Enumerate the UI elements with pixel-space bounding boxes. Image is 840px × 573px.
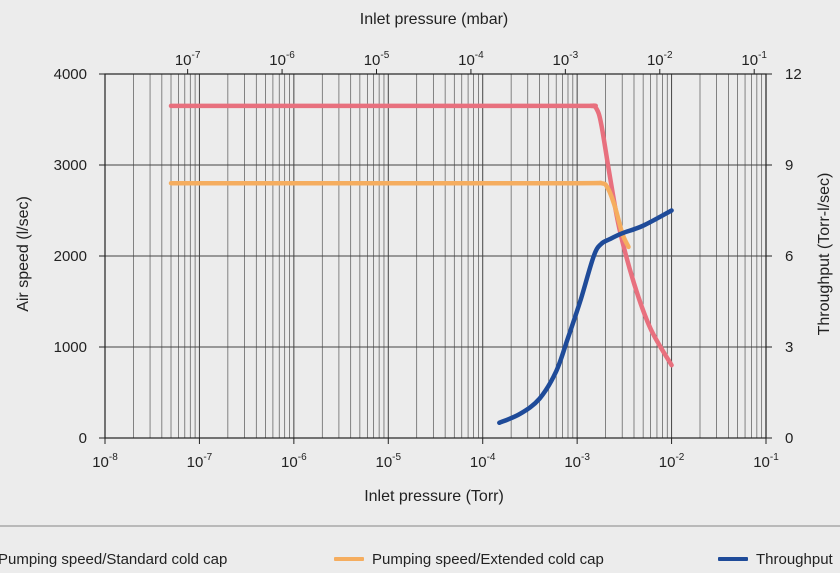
- series-line-throughput: [497, 208, 674, 426]
- y-left-tick-label: 2000: [54, 248, 87, 265]
- top-tick-label: 10-6: [269, 50, 295, 69]
- series-layer: [168, 103, 674, 426]
- top-tick-label: 10-5: [364, 50, 390, 69]
- y-right-tick-label: 6: [785, 248, 793, 265]
- top-tick-label: 10-3: [553, 50, 579, 69]
- series-line-standard-cold-cap: [168, 103, 674, 368]
- y-right-tick-label: 0: [785, 430, 793, 447]
- y-right-tick-label: 12: [785, 66, 802, 83]
- x-tick-label: 10-1: [753, 452, 779, 471]
- legend-item-extended: Pumping speed/Extended cold cap: [334, 549, 604, 569]
- x-tick-label: 10-6: [281, 452, 307, 471]
- y-left-tick-label: 0: [79, 430, 87, 447]
- x-tick-label: 10-4: [470, 452, 496, 471]
- top-tick-label: 10-2: [647, 50, 673, 69]
- y-axis-title-right: Throughput (Torr-l/sec): [816, 173, 833, 336]
- y-right-tick-label: 3: [785, 339, 793, 356]
- legend-label-throughput: Throughput: [756, 550, 833, 568]
- major-gridlines: [105, 74, 766, 438]
- top-tick-label: 10-4: [458, 50, 484, 69]
- series-line-extended-cold-cap: [168, 180, 631, 250]
- x-tick-label: 10-8: [92, 452, 118, 471]
- legend-item-throughput: Throughput: [718, 549, 833, 569]
- legend-label-extended: Pumping speed/Extended cold cap: [372, 550, 604, 568]
- y-left-tick-label: 1000: [54, 339, 87, 356]
- y-left-tick-label: 3000: [54, 157, 87, 174]
- y-left-tick-label: 4000: [54, 66, 87, 83]
- x-tick-label: 10-3: [564, 452, 590, 471]
- axes-layer: 10-8 10-7 10-6 10-5 10-4 10-3 10-2 10-1 10-7 10-6…: [54, 50, 802, 471]
- top-tick-label: 10-7: [175, 50, 201, 69]
- legend-item-standard: Pumping speed/Standard cold cap: [0, 549, 227, 569]
- top-axis-title: Inlet pressure (mbar): [360, 11, 509, 28]
- x-tick-label: 10-7: [187, 452, 213, 471]
- pumping-speed-chart: 10-8 10-7 10-6 10-5 10-4 10-3 10-2 10-1 10-7 10-6…: [15, 11, 833, 505]
- x-tick-label: 10-5: [375, 452, 401, 471]
- x-axis-title: Inlet pressure (Torr): [364, 488, 504, 505]
- top-tick-label: 10-1: [741, 50, 767, 69]
- legend-swatch-throughput: [718, 557, 748, 561]
- legend: Pumping speed/Standard cold cap Pumping …: [0, 525, 840, 573]
- legend-swatch-extended: [334, 557, 364, 561]
- legend-label-standard: Pumping speed/Standard cold cap: [0, 550, 228, 568]
- y-right-tick-label: 9: [785, 157, 793, 174]
- y-axis-title-left: Air speed (l/sec): [15, 196, 32, 312]
- x-tick-label: 10-2: [659, 452, 685, 471]
